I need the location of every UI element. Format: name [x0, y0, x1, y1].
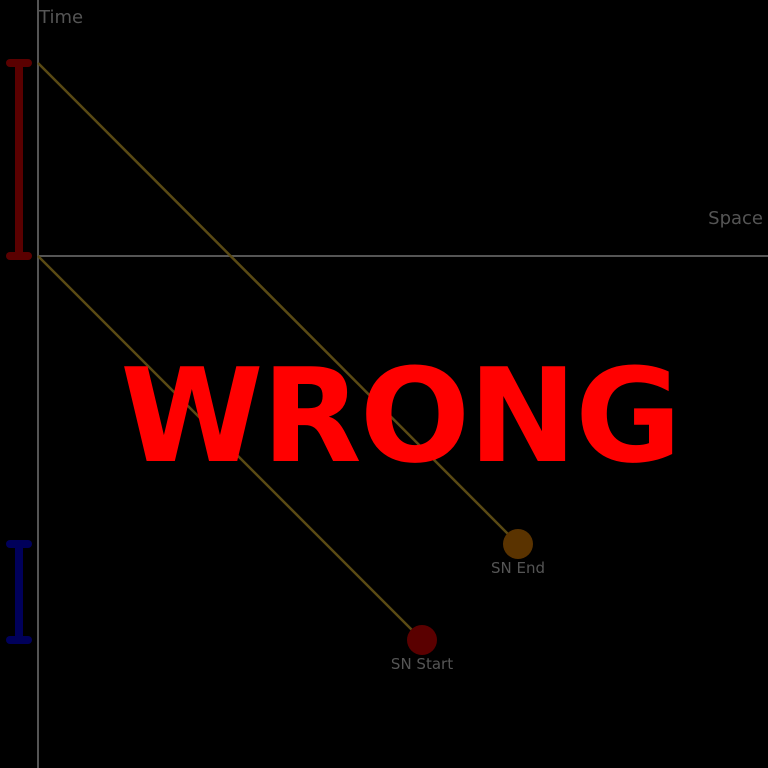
verdict-text: WRONG	[120, 340, 680, 492]
light-ray-end	[37, 62, 519, 545]
sn-end-label: SN End	[491, 559, 545, 577]
space-axis-label: Space	[708, 208, 763, 229]
sn-end-event	[503, 529, 533, 559]
sn-start-label: SN Start	[391, 655, 453, 673]
sn-start-event	[407, 625, 437, 655]
blue-interval-bar	[6, 540, 32, 644]
light-ray-start	[37, 255, 423, 641]
time-axis-label: Time	[38, 7, 83, 28]
red-interval-bar	[6, 59, 32, 260]
